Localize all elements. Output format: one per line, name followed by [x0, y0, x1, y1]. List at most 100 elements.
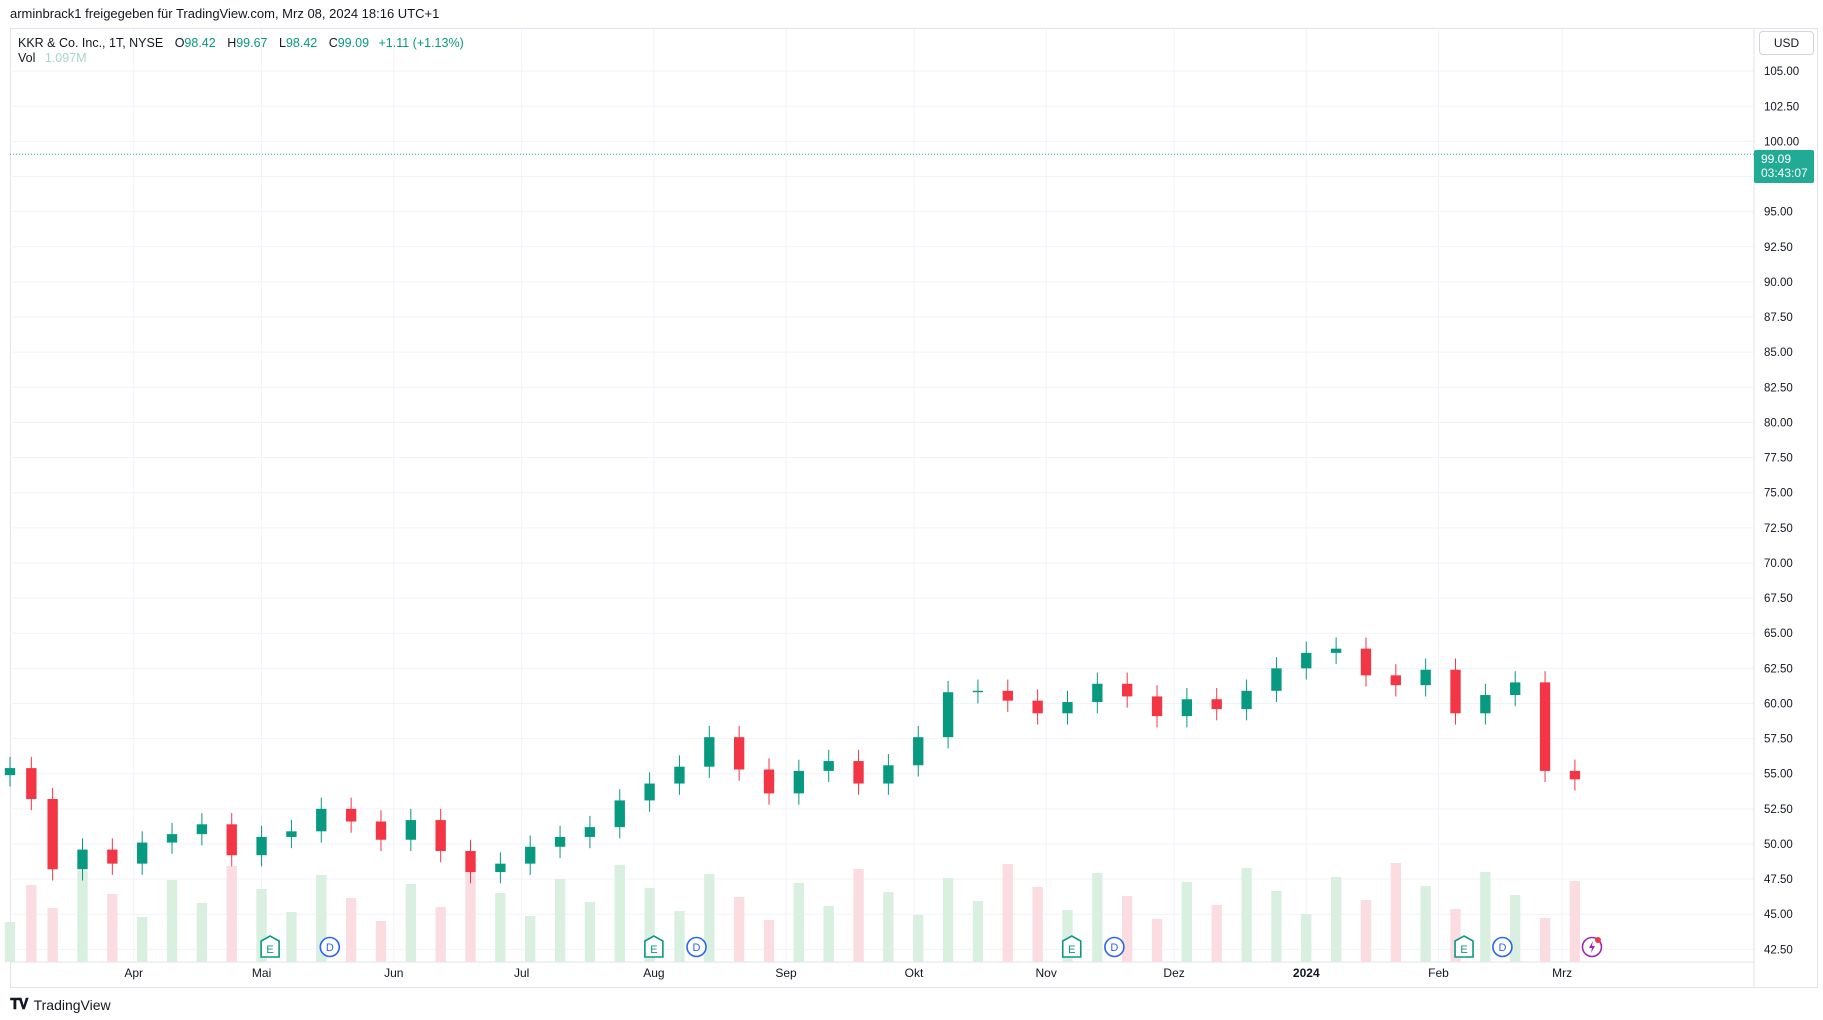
volume-bar — [1569, 881, 1581, 962]
open-label: O — [174, 36, 185, 50]
candle-body — [4, 768, 16, 776]
dividend-icon[interactable]: D — [686, 936, 707, 958]
shared-by-line: arminbrack1 freigegeben für TradingView.… — [10, 6, 440, 21]
volume-bar — [644, 888, 655, 962]
candle-body — [1420, 669, 1431, 686]
price-tick-label: 52.50 — [1764, 804, 1793, 816]
earnings-icon[interactable]: E — [644, 935, 664, 958]
candle-body — [1092, 683, 1103, 703]
volume-bar — [107, 894, 118, 962]
brand-name: TradingView — [33, 996, 111, 1013]
earnings-badge — [1061, 935, 1082, 958]
lightning-glyph — [1588, 941, 1595, 953]
candle-body — [1002, 690, 1013, 701]
volume-bar — [733, 897, 745, 962]
candle-body — [166, 834, 178, 843]
lightning-icon[interactable] — [1581, 936, 1603, 958]
volume-bar — [166, 880, 178, 962]
volume-bar — [1360, 900, 1372, 962]
dividend-icon[interactable]: D — [319, 936, 341, 958]
price-tick-label: 102.50 — [1764, 101, 1799, 113]
volume-bar — [1539, 918, 1551, 962]
last-price-value: 99.09 — [1761, 152, 1792, 166]
candle-body — [1122, 683, 1133, 697]
candle-body — [1181, 699, 1193, 717]
volume-bar — [375, 921, 387, 962]
price-tick-label: 77.50 — [1764, 453, 1793, 465]
volume-bar — [1241, 868, 1252, 962]
price-tick-label: 42.50 — [1764, 944, 1793, 956]
price-tick-label: 57.50 — [1764, 734, 1793, 746]
volume-bar — [1151, 919, 1163, 962]
volume-bar — [316, 875, 327, 962]
price-tick-label: 65.00 — [1764, 628, 1793, 640]
volume-label[interactable]: Vol — [18, 51, 36, 65]
tradingview-logo[interactable]: 𝐓𝐕 TradingView — [10, 996, 111, 1013]
volume-bar — [4, 922, 16, 962]
time-tick-label: 2024 — [1293, 966, 1320, 980]
volume-value: 1.097M — [44, 51, 87, 65]
volume-bar — [793, 883, 805, 962]
volume-bar — [1480, 872, 1491, 962]
candle-body — [614, 800, 625, 828]
volume-bar — [853, 869, 864, 962]
candle-body — [226, 824, 237, 856]
low-value: 98.42 — [285, 36, 318, 50]
time-tick-label: Dez — [1163, 966, 1184, 980]
earnings-icon[interactable]: E — [260, 935, 280, 958]
volume-bar — [972, 901, 984, 962]
dividend-icon[interactable]: D — [1104, 936, 1125, 958]
candle-body — [375, 821, 387, 840]
volume-bar — [495, 893, 506, 962]
time-axis: Apr Mai Jun Jul Aug Sep Okt Nov Dez 2024 Feb Mrz — [124, 966, 1572, 980]
candle-body — [793, 770, 805, 794]
candle-body — [853, 761, 864, 784]
candle-body — [345, 808, 357, 822]
volume-bar — [1032, 887, 1043, 962]
earnings-letter: E — [650, 944, 657, 956]
price-tick-label: 72.50 — [1764, 523, 1793, 535]
volume-bar — [1122, 896, 1133, 962]
candle-body — [942, 692, 954, 738]
candle-body — [883, 765, 894, 784]
candle-body — [435, 820, 446, 851]
time-tick-label: Jul — [514, 966, 529, 980]
price-tick-label: 60.00 — [1764, 698, 1793, 710]
time-tick-label: Nov — [1035, 966, 1056, 980]
candle-body — [1151, 696, 1163, 717]
volume-legend: Vol 1.097M — [18, 51, 87, 65]
volume-bar — [554, 879, 566, 962]
price-tick-label: 62.50 — [1764, 663, 1793, 675]
candle-body — [1360, 648, 1372, 676]
volume-bar — [1390, 863, 1401, 962]
earnings-icon[interactable]: E — [1454, 935, 1474, 958]
volume-bar — [286, 912, 297, 962]
currency-button[interactable]: USD — [1759, 31, 1814, 55]
candle-body — [763, 769, 775, 794]
volume-bar — [913, 915, 924, 962]
candle-body — [913, 737, 924, 766]
volume-bar — [823, 906, 834, 962]
candle-body — [1510, 682, 1521, 696]
dividend-badge — [1104, 936, 1125, 958]
ohlc-legend: KKR & Co. Inc., 1T, NYSE O98.42 H99.67 L… — [18, 35, 464, 51]
volume-bar — [47, 908, 58, 962]
chart-frame — [10, 28, 1818, 988]
volume-bar — [26, 885, 37, 962]
open-value: 98.42 — [184, 36, 216, 50]
volume-bar — [137, 917, 148, 962]
high-value: 99.67 — [236, 36, 268, 50]
price-tick-label: 50.00 — [1764, 839, 1793, 851]
volume-bar — [435, 907, 446, 962]
earnings-icon[interactable]: E — [1061, 935, 1082, 958]
volume-bar — [1301, 914, 1312, 962]
price-tick-label: 90.00 — [1764, 277, 1793, 289]
volume-bar — [1092, 873, 1103, 962]
volume-bar — [256, 889, 267, 962]
symbol-label[interactable]: KKR & Co. Inc., 1T, NYSE — [18, 36, 164, 50]
dividend-icon[interactable]: D — [1492, 936, 1513, 958]
candle-body — [1450, 669, 1461, 714]
candle-body — [26, 768, 37, 800]
